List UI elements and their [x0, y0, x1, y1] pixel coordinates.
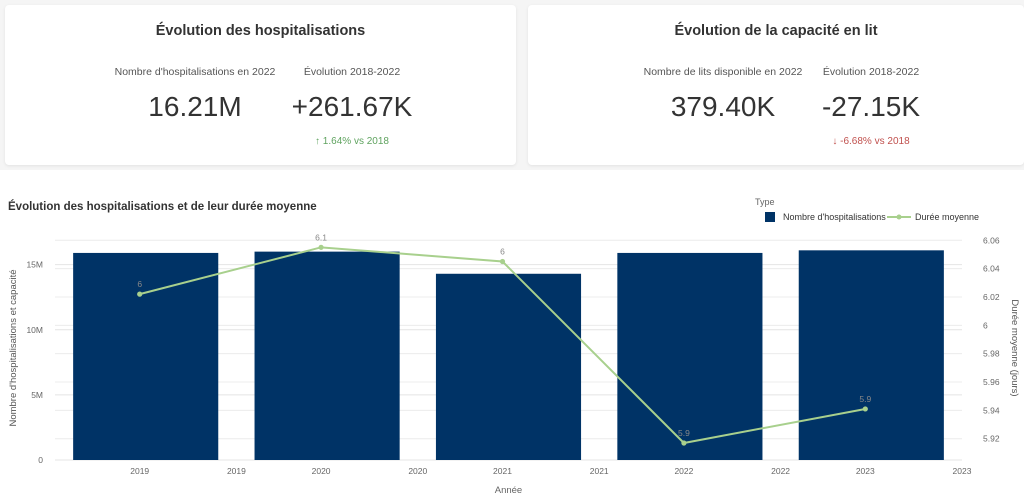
kpi-value-count: 16.21M	[148, 91, 242, 122]
kpi-delta-up: ↑ 1.64% vs 2018	[315, 136, 389, 147]
kpi-delta-down: ↓ -6.68% vs 2018	[832, 136, 910, 147]
bar	[798, 250, 944, 460]
x-tick-label: 2022	[674, 466, 693, 476]
x-tick-label: 2019	[130, 466, 149, 476]
bar	[435, 273, 582, 460]
chart-panel: Évolution des hospitalisations et de leu…	[0, 170, 1024, 502]
x-tick-label: 2021	[590, 466, 609, 476]
y-tick-label: 0	[38, 455, 43, 465]
x-tick-label: 2020	[408, 466, 427, 476]
bar	[73, 252, 219, 460]
kpi-label-count: Nombre de lits disponible en 2022	[643, 66, 803, 78]
y2-tick-label: 6	[983, 320, 988, 330]
kpi-card-title: Évolution de la capacité en lit	[674, 23, 878, 39]
x-tick-label: 2023	[953, 466, 972, 476]
kpi-card-title: Évolution des hospitalisations	[155, 23, 366, 39]
legend-swatch-bar	[765, 212, 775, 222]
y-tick-label: 15M	[26, 260, 43, 270]
bar	[617, 252, 763, 460]
y2-tick-label: 6.06	[983, 235, 1000, 245]
y2-tick-label: 6.02	[983, 292, 1000, 302]
data-label: 5.9	[859, 394, 871, 404]
x-tick-label: 2019	[227, 466, 246, 476]
legend-title: Type	[755, 197, 775, 207]
x-tick-label: 2023	[856, 466, 875, 476]
kpi-value-evolution: +261.67K	[291, 91, 413, 122]
line-point	[137, 291, 143, 297]
y-tick-label: 5M	[31, 390, 43, 400]
kpi-value-count: 379.40K	[670, 91, 776, 122]
x-tick-label: 2022	[771, 466, 790, 476]
combo-chart: 6 6.1 6 5.9 5.9 0 5M 10M 15M 5.92 5.94 5.96 5.98 6 6.0…	[8, 232, 1020, 496]
kpi-card-hospitalisations: Évolution des hospitalisations Nombre d'…	[5, 5, 516, 165]
data-label: 5.9	[678, 428, 690, 438]
legend-label: Nombre d'hospitalisations	[783, 212, 886, 222]
legend-swatch-line	[887, 214, 911, 220]
line-point	[318, 244, 324, 250]
line-point	[862, 406, 868, 412]
legend-item-line[interactable]: Durée moyenne	[887, 212, 979, 222]
x-axis-title: Année	[495, 485, 522, 496]
kpi-card-lits: Évolution de la capacité en lit Nombre d…	[528, 5, 1024, 165]
kpi-label-count: Nombre d'hospitalisations en 2022	[114, 66, 276, 78]
data-label: 6	[500, 247, 505, 257]
y2-tick-label: 5.92	[983, 434, 1000, 444]
x-tick-label: 2020	[312, 466, 331, 476]
y2-tick-label: 5.94	[983, 405, 1000, 415]
y2-tick-label: 5.98	[983, 349, 1000, 359]
y2-tick-label: 5.96	[983, 377, 1000, 387]
y-axis-title: Nombre d'hospitalisations et capacité	[8, 269, 19, 426]
bar	[254, 251, 400, 460]
kpi-label-evolution: Évolution 2018-2022	[303, 66, 401, 78]
line-point	[499, 258, 506, 265]
x-tick-label: 2021	[493, 466, 512, 476]
kpi-label-evolution: Évolution 2018-2022	[822, 66, 920, 78]
data-label: 6	[137, 279, 142, 289]
y2-tick-label: 6.04	[983, 264, 1000, 274]
y2-axis-title: Durée moyenne (jours)	[1009, 299, 1020, 396]
legend-item-bars[interactable]: Nombre d'hospitalisations	[765, 212, 886, 222]
kpi-value-evolution: -27.15K	[821, 91, 921, 122]
y-tick-label: 10M	[26, 325, 43, 335]
data-label: 6.1	[315, 232, 327, 242]
line-point	[681, 440, 687, 446]
chart-title: Évolution des hospitalisations et de leu…	[8, 201, 317, 213]
legend-label: Durée moyenne	[915, 212, 980, 222]
